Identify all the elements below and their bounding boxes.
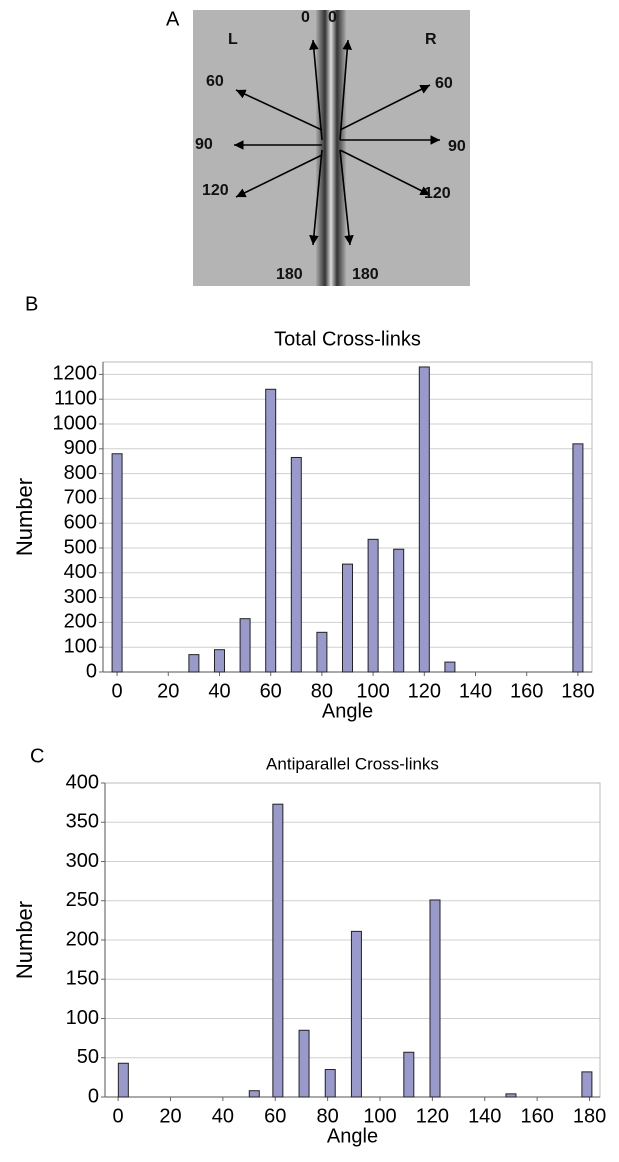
bar <box>299 1030 309 1097</box>
bar <box>368 539 378 672</box>
annotation: 60 <box>435 75 453 92</box>
y-tick-label: 50 <box>77 1046 99 1068</box>
x-tick-label: 0 <box>112 680 123 702</box>
bar <box>249 1091 259 1097</box>
x-axis-label: Angle <box>327 1125 378 1147</box>
micrograph: L R 0 0 60 60 90 90 120 120 180 180 <box>193 9 470 286</box>
y-tick-label: 700 <box>64 487 97 509</box>
x-tick-label: 100 <box>363 1105 396 1127</box>
y-tick-label: 250 <box>66 889 99 911</box>
bar <box>445 662 455 672</box>
bar <box>112 454 122 672</box>
y-tick-label: 0 <box>88 1085 99 1107</box>
bar <box>430 900 440 1097</box>
x-axis-label: Angle <box>322 700 373 722</box>
x-tick-label: 20 <box>159 1105 181 1127</box>
bar <box>394 549 404 672</box>
y-axis-label: Number <box>12 901 37 979</box>
bar <box>419 367 429 672</box>
x-tick-label: 0 <box>113 1105 124 1127</box>
y-tick-label: 500 <box>64 536 97 558</box>
y-axis-label: Number <box>12 478 37 556</box>
bar <box>573 444 583 672</box>
x-tick-label: 160 <box>510 680 543 702</box>
x-tick-label: 60 <box>264 1105 286 1127</box>
bar <box>273 804 283 1097</box>
y-tick-label: 1200 <box>53 363 98 385</box>
chart-title: Total Cross-links <box>274 328 421 350</box>
figure: A L R 0 0 60 60 90 90 120 120 180 180 B T… <box>0 0 619 1157</box>
y-tick-label: 900 <box>64 437 97 459</box>
bar <box>214 650 224 672</box>
panel-label: A <box>166 8 180 30</box>
x-tick-label: 80 <box>311 680 333 702</box>
bar <box>325 1070 335 1097</box>
y-tick-label: 800 <box>64 462 97 484</box>
y-tick-label: 200 <box>66 928 99 950</box>
x-tick-label: 140 <box>459 680 492 702</box>
y-tick-label: 100 <box>64 635 97 657</box>
y-tick-label: 200 <box>64 611 97 633</box>
x-tick-label: 60 <box>260 680 282 702</box>
x-tick-label: 120 <box>408 680 441 702</box>
y-tick-label: 300 <box>66 850 99 872</box>
x-tick-label: 20 <box>157 680 179 702</box>
y-tick-label: 300 <box>64 586 97 608</box>
panel-label: B <box>25 293 38 315</box>
y-tick-label: 350 <box>66 811 99 833</box>
bar <box>582 1072 592 1097</box>
y-tick-label: 0 <box>86 660 97 682</box>
y-tick-label: 400 <box>66 771 99 793</box>
bar <box>189 655 199 672</box>
annotation: 90 <box>448 138 466 155</box>
annotation: 120 <box>202 182 229 199</box>
bar <box>351 931 361 1097</box>
y-tick-label: 150 <box>66 968 99 990</box>
bar <box>343 564 353 672</box>
bar <box>404 1052 414 1097</box>
x-tick-label: 160 <box>520 1105 553 1127</box>
annotation: 0 <box>328 9 337 26</box>
chart-title: Antiparallel Cross-links <box>266 754 439 773</box>
annotation: 180 <box>276 266 303 283</box>
bar <box>291 457 301 672</box>
annotation: 0 <box>301 9 310 26</box>
annotation: L <box>228 31 238 48</box>
annotation: R <box>425 31 437 48</box>
y-tick-label: 1100 <box>54 387 97 409</box>
y-tick-label: 600 <box>64 511 97 533</box>
panel-label: C <box>30 745 44 767</box>
annotation: 60 <box>206 73 224 90</box>
annotation: 120 <box>424 185 451 202</box>
y-tick-label: 100 <box>66 1007 99 1029</box>
bar <box>118 1063 128 1097</box>
x-tick-label: 180 <box>561 680 594 702</box>
annotation: 90 <box>195 136 213 153</box>
y-tick-label: 400 <box>64 561 97 583</box>
bar <box>506 1094 516 1097</box>
y-tick-label: 1000 <box>53 412 98 434</box>
x-tick-label: 180 <box>573 1105 606 1127</box>
annotation: 180 <box>352 266 379 283</box>
x-tick-label: 120 <box>416 1105 449 1127</box>
x-tick-label: 40 <box>208 680 230 702</box>
x-tick-label: 80 <box>316 1105 338 1127</box>
bar <box>240 619 250 672</box>
bar <box>266 389 276 672</box>
x-tick-label: 140 <box>468 1105 501 1127</box>
x-tick-label: 40 <box>212 1105 234 1127</box>
bar <box>317 632 327 672</box>
x-tick-label: 100 <box>356 680 389 702</box>
